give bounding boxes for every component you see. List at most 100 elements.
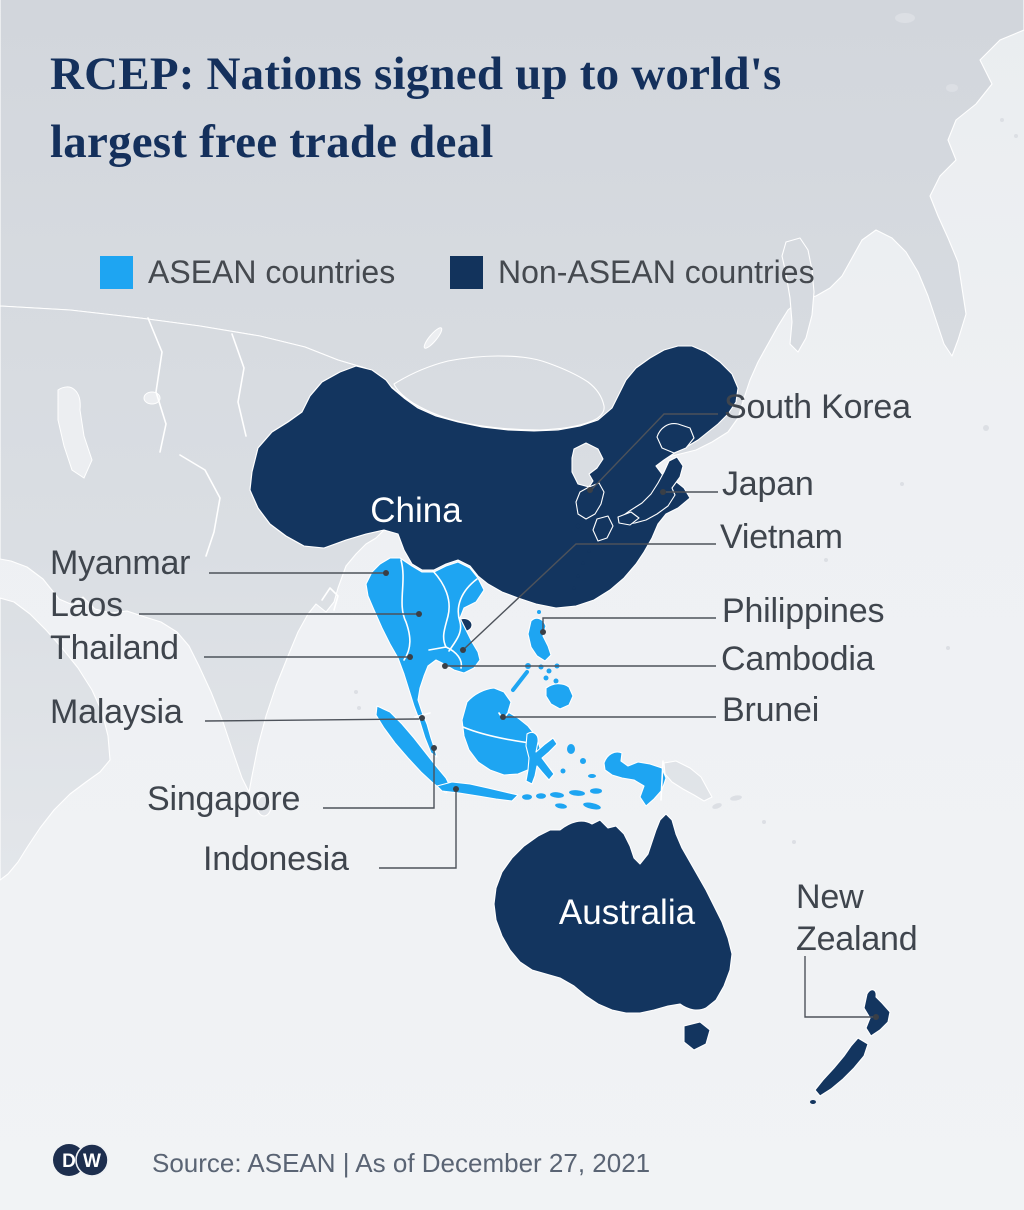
mainland-southeast-asia-shape (365, 557, 485, 758)
footer: D W Source: ASEAN | As of December 27, 2… (0, 1128, 1024, 1198)
dot-laos (416, 611, 422, 617)
cambodia-thailand-border (428, 646, 447, 651)
ryukyu-island (576, 574, 580, 578)
new-zealand-north-island-shape (863, 989, 891, 1037)
australia-map-label: Australia (559, 893, 696, 932)
andaman-islands (354, 690, 358, 694)
leader-singapore (323, 750, 435, 809)
aral-sea-shape (143, 391, 161, 405)
label-japan: Japan (722, 465, 814, 503)
ryukyu-island (572, 586, 576, 590)
lake-baikal-shape (423, 327, 443, 349)
dw-logo-circle-left (53, 1144, 85, 1176)
dot-new-zealand (873, 1014, 879, 1020)
lesser-sunda-island (550, 792, 564, 798)
andaman-islands (357, 706, 361, 710)
central-asia-border (147, 317, 167, 453)
solomon-island (792, 840, 796, 844)
label-new-zealand-line1: New (796, 878, 864, 916)
source-note: Source: ASEAN | As of December 27, 2021 (152, 1148, 651, 1178)
label-south-korea: South Korea (724, 388, 911, 426)
visayas-island (543, 675, 549, 681)
bangladesh-border (321, 587, 339, 611)
lesser-sunda-island (522, 794, 532, 800)
leader-new-zealand (804, 956, 873, 1018)
title-line-1: RCEP: Nations signed up to world's (50, 48, 782, 100)
leader-malaysia (204, 718, 420, 722)
leader-south-korea (591, 413, 718, 490)
thailand-malaysia-border (414, 712, 431, 718)
ryukyu-island (581, 561, 585, 565)
non-asean-color-swatch (450, 256, 483, 289)
pacific-island (891, 936, 895, 940)
borneo-shape (461, 687, 541, 776)
arctic-island (946, 84, 958, 92)
ryukyu-island (587, 549, 591, 553)
north-korea-shape (571, 442, 604, 488)
pacific-island (824, 558, 828, 562)
label-new-zealand-line2: Zealand (796, 920, 918, 958)
asean-legend-label: ASEAN countries (148, 254, 396, 290)
timor-island (583, 802, 601, 810)
dot-vietnam (460, 647, 466, 653)
caspian-sea-shape (57, 386, 93, 479)
leader-lines (139, 413, 879, 1020)
label-new-zealand: New Zealand (796, 876, 918, 960)
pacific-island (1014, 134, 1018, 138)
papua-new-guinea-shape (663, 760, 713, 802)
lesser-sunda-island (569, 790, 585, 796)
dot-philippines (540, 629, 546, 635)
pacific-island (854, 900, 858, 904)
dot-brunei (500, 714, 506, 720)
thailand-laos-border (432, 570, 450, 648)
afghanistan-border (179, 454, 221, 557)
dot-cambodia (442, 663, 448, 669)
visayas-island (538, 664, 544, 670)
label-thailand: Thailand (50, 629, 179, 667)
pacific-island (946, 646, 950, 650)
indonesia-png-border (660, 760, 664, 801)
legend-item-non-asean: Non-ASEAN countries (450, 254, 815, 291)
japan-shikoku-shape (617, 511, 640, 526)
arctic-island (895, 13, 915, 23)
dw-logo: D W (53, 1143, 109, 1177)
china-map-label: China (370, 491, 462, 530)
label-myanmar: Myanmar (50, 544, 191, 582)
leader-vietnam (463, 543, 716, 650)
dot-myanmar (383, 570, 389, 576)
pacific-island (862, 616, 866, 620)
asean-region (365, 557, 667, 810)
java-shape (436, 781, 519, 802)
lesser-sunda-island (536, 793, 546, 799)
png-tail-island (712, 803, 722, 809)
label-philippines: Philippines (722, 592, 885, 630)
australia-shape (493, 813, 733, 1014)
maluku-island (580, 758, 586, 764)
arabian-peninsula-shape (0, 597, 111, 881)
legend: ASEAN countries Non-ASEAN countries (0, 254, 1024, 290)
lesser-sunda-island (590, 788, 602, 794)
dw-logo-letter-w: W (83, 1151, 101, 1172)
pacific-island (1000, 118, 1004, 122)
stewart-island (810, 1100, 816, 1104)
non-asean-legend-label: Non-ASEAN countries (498, 254, 815, 290)
label-indonesia: Indonesia (203, 840, 349, 878)
babuyan-island (537, 610, 541, 614)
new-zealand-south-island-shape (814, 1037, 869, 1097)
label-vietnam: Vietnam (720, 518, 843, 556)
legend-item-asean: ASEAN countries (100, 254, 395, 291)
leader-philippines (542, 617, 716, 630)
palawan-shape (511, 670, 529, 692)
sri-lanka-shape (256, 795, 272, 817)
label-malaysia: Malaysia (50, 693, 183, 731)
sulawesi-shape (525, 731, 558, 785)
dw-logo-letter-d: D (62, 1151, 76, 1172)
dot-thailand (407, 654, 413, 660)
dot-japan (660, 489, 666, 495)
solomon-island (762, 820, 766, 824)
sumba-island (555, 803, 567, 809)
label-cambodia: Cambodia (721, 640, 875, 678)
west-papua-shape (603, 751, 667, 807)
title-line-2: largest free trade deal (50, 116, 494, 168)
